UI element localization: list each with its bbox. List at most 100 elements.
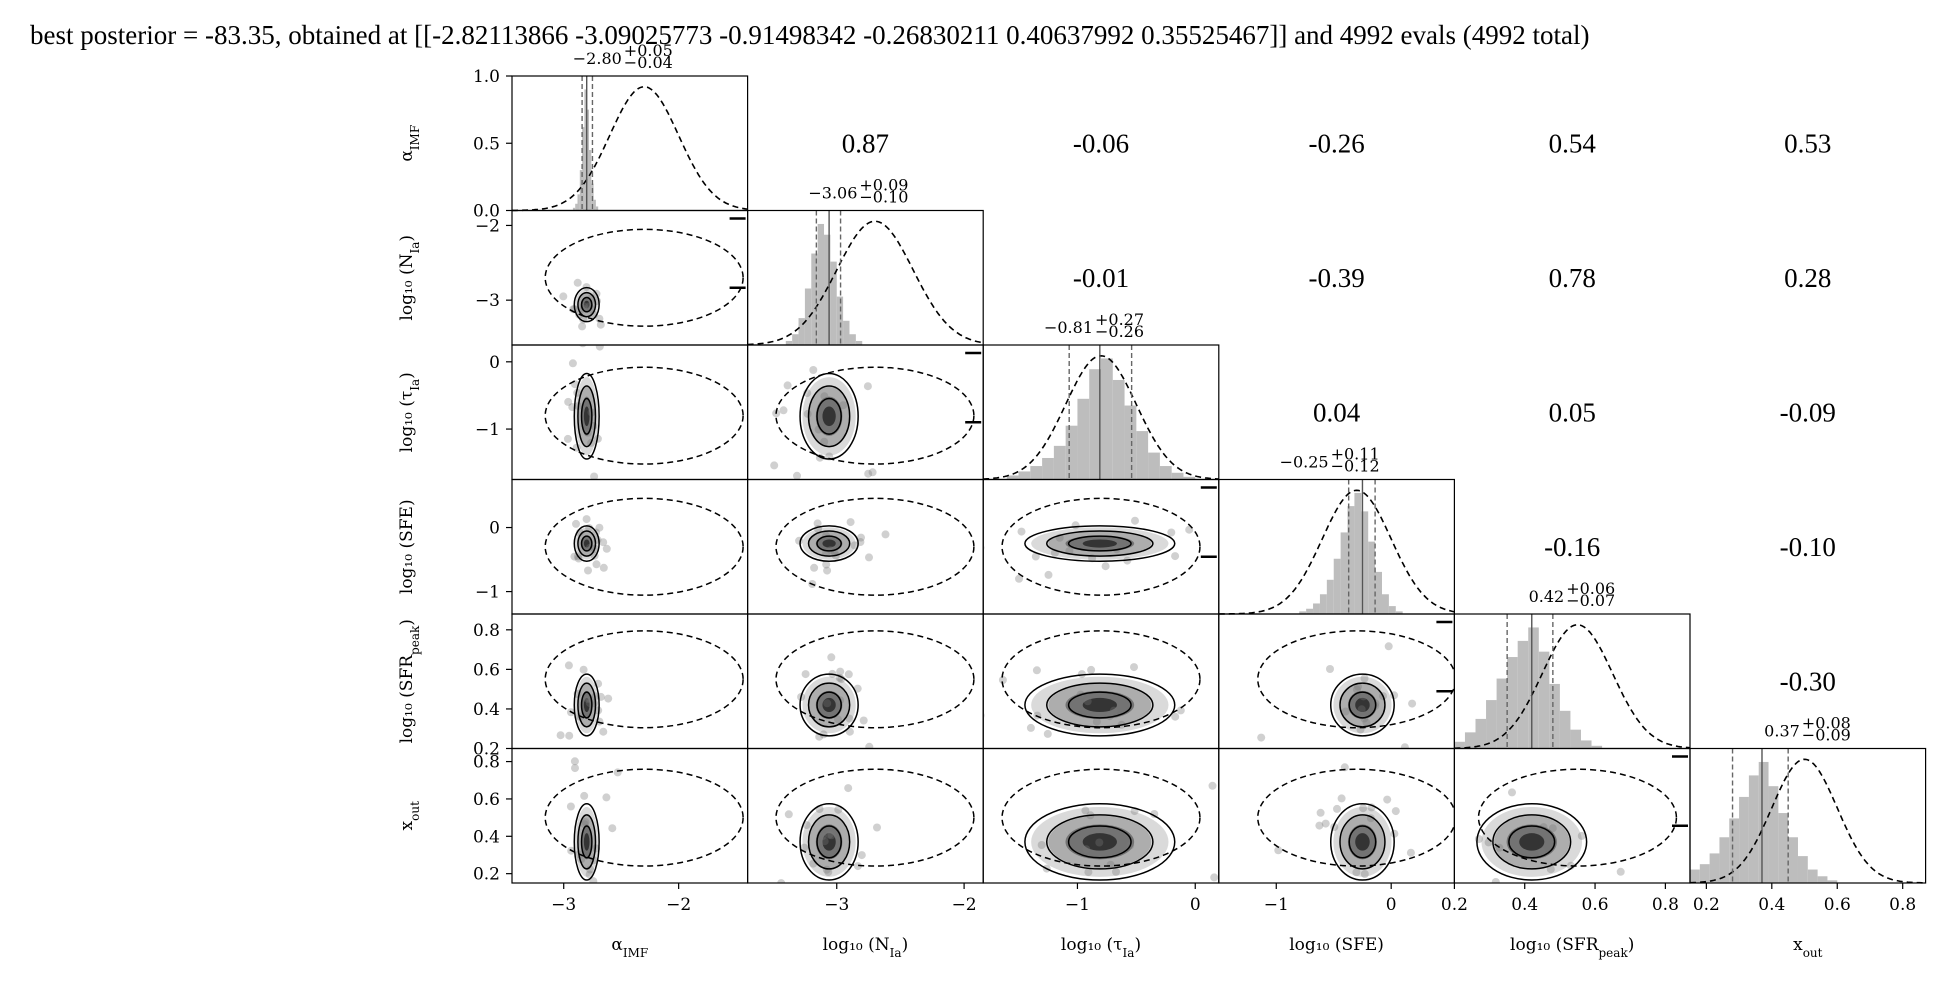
- hist-bar: [1299, 611, 1307, 614]
- scatter-point: [1087, 665, 1096, 674]
- best-posterior-header: best posterior = -83.35, obtained at [[-…: [30, 20, 1590, 50]
- scatter-point: [800, 843, 809, 852]
- contour-line: [573, 803, 600, 881]
- y-tick-label: 0.4: [473, 700, 500, 720]
- correlation-value: 0.87: [842, 128, 889, 158]
- hist-bar: [575, 203, 578, 211]
- scatter-point: [1031, 552, 1040, 561]
- contour-line: [577, 530, 597, 557]
- scatter-point: [1239, 867, 1247, 875]
- hist-bar: [1319, 594, 1327, 614]
- scatter-point: [1315, 821, 1324, 830]
- scatter-point: [1167, 528, 1176, 537]
- contour-line: [1329, 803, 1395, 881]
- contour-line: [807, 530, 851, 557]
- scatter-point: [865, 742, 874, 749]
- scatter-point: [1384, 642, 1393, 651]
- scatter-point: [1427, 825, 1435, 833]
- param-title-err-plus: +0.27: [1095, 310, 1144, 329]
- prior-ellipse: [544, 630, 744, 729]
- correlation-value: -0.06: [1073, 128, 1129, 158]
- prior-ellipse: [544, 497, 744, 596]
- param-title-err-plus: +0.09: [859, 176, 908, 195]
- scatter-point: [578, 322, 587, 331]
- scatter-point: [857, 851, 866, 860]
- hist-bar: [1053, 445, 1066, 480]
- hist-bar: [1136, 431, 1149, 480]
- contour-line: [577, 291, 597, 318]
- contour-line: [573, 673, 600, 737]
- panel-tau-vs-alpha: [511, 344, 749, 481]
- hist-bar: [1148, 452, 1160, 480]
- contour-line: [816, 535, 842, 552]
- y-tick-label: 0: [489, 353, 500, 373]
- contour-line: [1339, 814, 1386, 870]
- scatter-point: [1548, 824, 1557, 833]
- contour-line: [1508, 825, 1556, 859]
- scatter-point: [579, 665, 588, 674]
- scatter-point: [599, 727, 608, 736]
- hist-bar: [1827, 880, 1838, 883]
- contour-line: [573, 525, 600, 562]
- contour-line: [1046, 530, 1154, 557]
- scatter-point: [777, 879, 786, 883]
- x-axis-label: log₁₀ (SFRpeak): [1510, 935, 1634, 960]
- hist-bar: [1797, 856, 1808, 883]
- scatter-point: [810, 563, 819, 572]
- param-title-err-plus: +0.08: [1802, 714, 1851, 733]
- hist-bar: [589, 149, 592, 211]
- hist-bar: [1507, 657, 1518, 749]
- hist-bar: [1375, 571, 1382, 614]
- hist-bar: [1486, 700, 1497, 749]
- hist-bar: [1361, 511, 1369, 614]
- y-tick-label: 0.0: [473, 202, 500, 222]
- density-level: [1355, 697, 1370, 713]
- x-tick-label: 0.6: [1824, 895, 1851, 915]
- scatter-point: [844, 784, 853, 793]
- hist-bar: [1591, 745, 1603, 749]
- scatter-point: [881, 530, 890, 539]
- scatter-point: [563, 434, 572, 443]
- panel-frame: [511, 209, 749, 346]
- contour-line: [1024, 525, 1176, 562]
- panel-xout-vs-nia: [746, 747, 984, 884]
- scatter-point: [1337, 794, 1346, 803]
- scatter-point: [1082, 845, 1091, 854]
- scatter-point: [559, 292, 568, 301]
- scatter-point: [1032, 666, 1041, 675]
- hist-bar: [1395, 611, 1403, 614]
- x-axis-label: xout: [1793, 935, 1823, 960]
- hist-bar: [1030, 466, 1043, 480]
- scatter-point: [834, 805, 843, 814]
- hist-bar: [1313, 603, 1320, 614]
- hist-bar: [1159, 466, 1172, 480]
- contour-line: [816, 691, 842, 719]
- scatter-point: [1015, 574, 1023, 583]
- scatter-point: [581, 818, 590, 827]
- scatter-point: [579, 345, 587, 348]
- y-axis-label: log₁₀ (NIa): [397, 235, 422, 321]
- scatter-point: [1176, 706, 1185, 715]
- scatter-point: [1208, 781, 1217, 790]
- hist-bar: [1388, 606, 1396, 614]
- scatter-point: [572, 519, 580, 528]
- hist-bar: [1006, 475, 1019, 480]
- y-tick-label: 0.8: [473, 753, 500, 773]
- hist-bar: [1381, 594, 1389, 614]
- scatter-point: [770, 461, 779, 470]
- scatter-point: [1095, 838, 1104, 847]
- scatter-point: [1573, 919, 1581, 927]
- scatter-point: [837, 675, 846, 684]
- prior-ellipse: [775, 497, 975, 596]
- scatter-point: [819, 730, 828, 739]
- contour-line: [577, 385, 597, 448]
- param-title-median: −2.80: [573, 49, 622, 68]
- scatter-point: [1537, 847, 1546, 856]
- x-tick-label: 0.2: [1441, 895, 1468, 915]
- hist-bar: [1464, 732, 1476, 749]
- panel-sfe-vs-tau: [965, 478, 1220, 615]
- param-title-err-minus: −0.10: [859, 188, 908, 207]
- scatter-point: [965, 515, 973, 523]
- hist-bar: [1340, 532, 1348, 614]
- diag-panel-xout: 0.37 +0.08−0.09: [1689, 714, 1927, 884]
